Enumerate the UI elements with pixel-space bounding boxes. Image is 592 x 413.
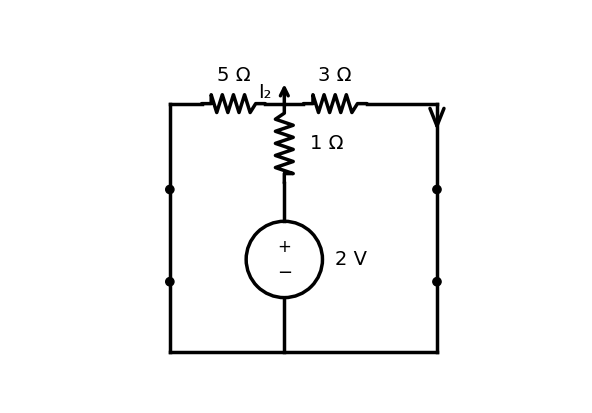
Text: 3 Ω: 3 Ω — [318, 66, 352, 85]
Circle shape — [433, 278, 441, 286]
Text: I₂: I₂ — [259, 83, 272, 102]
Text: −: − — [276, 264, 292, 282]
Text: 5 Ω: 5 Ω — [217, 66, 250, 85]
Text: +: + — [278, 238, 291, 256]
Text: 2 V: 2 V — [335, 250, 367, 269]
Circle shape — [166, 185, 174, 194]
Circle shape — [166, 278, 174, 286]
Circle shape — [433, 185, 441, 194]
Text: 1 Ω: 1 Ω — [310, 134, 343, 153]
